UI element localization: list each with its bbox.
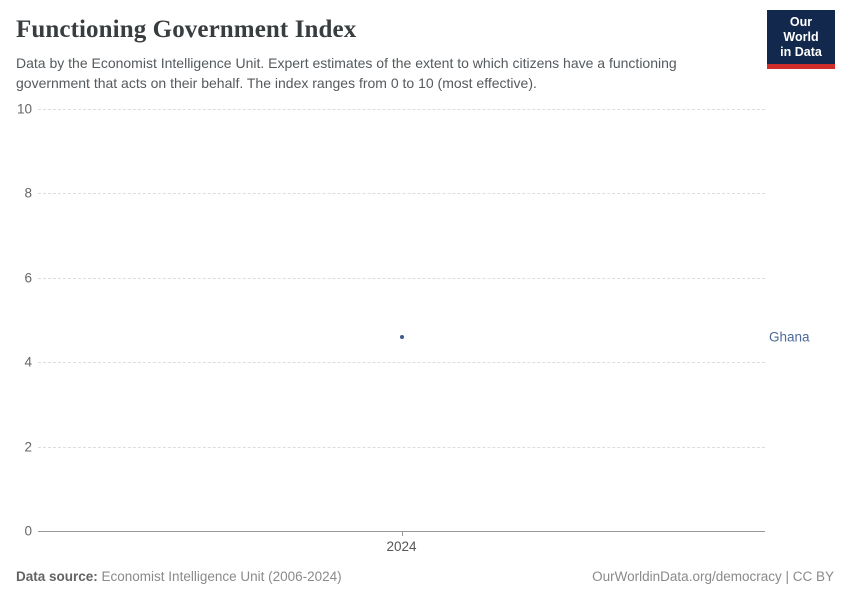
owid-logo[interactable]: Our World in Data (767, 10, 835, 69)
data-point-ghana[interactable] (399, 334, 404, 339)
y-tick-label: 0 (24, 523, 32, 539)
data-source-text: Economist Intelligence Unit (2006-2024) (97, 569, 342, 584)
chart-subtitle: Data by the Economist Intelligence Unit.… (16, 55, 677, 91)
owid-logo-line1: Our World (783, 15, 819, 44)
owid-logo-accent-bar (767, 64, 835, 69)
y-gridline (38, 362, 765, 364)
y-gridline (38, 446, 765, 448)
y-tick-label: 4 (24, 354, 32, 370)
chart-title: Functioning Government Index (16, 16, 357, 43)
owid-logo-box: Our World in Data (767, 10, 835, 64)
entity-label-ghana[interactable]: Ghana (769, 329, 810, 345)
x-tick-mark (401, 531, 403, 536)
data-source-label: Data source: (16, 569, 98, 584)
attribution-link[interactable]: OurWorldinData.org/democracy | CC BY (592, 569, 834, 584)
owid-logo-line2: in Data (780, 45, 822, 59)
chart-footer: Data source: Economist Intelligence Unit… (16, 569, 834, 584)
y-tick-label: 6 (24, 270, 32, 286)
y-tick-label: 2 (24, 439, 32, 455)
y-gridline (38, 109, 765, 110)
y-tick-label: 8 (24, 185, 32, 201)
y-tick-label: 10 (16, 101, 32, 117)
data-source: Data source: Economist Intelligence Unit… (16, 569, 342, 584)
y-gridline (38, 277, 765, 279)
x-tick-label: 2024 (386, 539, 417, 554)
y-gridline (38, 193, 765, 195)
